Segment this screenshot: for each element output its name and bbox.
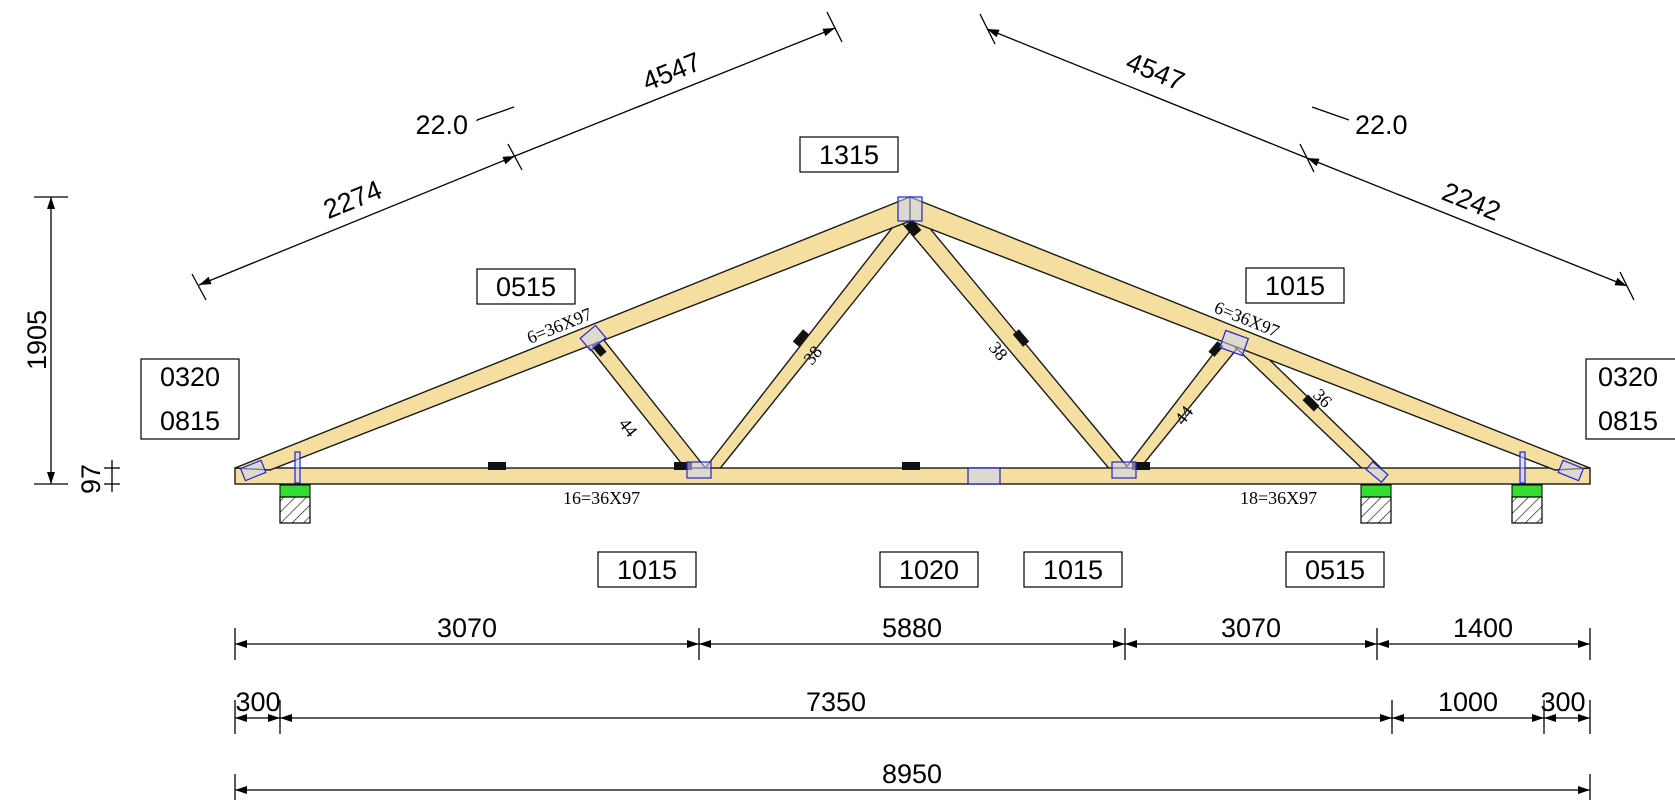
label-bottom-3: 1015 [1043,555,1103,585]
dim-height-total: 1905 [22,310,52,370]
timber-members [234,195,1591,485]
supports [279,484,1543,524]
dim-height-chord: 97 [76,464,106,494]
plate-support-right [1519,451,1526,484]
plate-bottom-3 [1111,461,1137,479]
splice-marks [488,219,1320,470]
label-bottom-1: 1015 [617,555,677,585]
dim-left-panel: 2274 [319,174,386,224]
top-chord-left [234,195,911,471]
dim-right-total: 4547 [1122,46,1189,96]
dim-row1-label-4: 1400 [1453,613,1513,643]
member-label-bottom-right: 18=36X97 [1240,488,1317,508]
splice-mark [792,329,810,347]
plate-bottom-2 [967,467,1001,485]
plate-heel-right [1557,459,1585,482]
dim-left-total-line [514,27,836,157]
dim-row2-label-3: 1000 [1438,687,1498,717]
label-apex: 1315 [819,140,879,170]
dim-left-panel-line [198,155,516,286]
dim-left-total: 4547 [638,46,705,96]
dim-row1-label-3: 3070 [1221,613,1281,643]
dim-right-total-line [986,28,1308,159]
splice-mark [1012,329,1030,347]
pitch-left: 22.0 [415,110,468,140]
dim-row1-label-1: 3070 [437,613,497,643]
plate-top-right [1218,329,1250,357]
label-heel-left-2: 0815 [160,406,220,436]
plate-top-left [579,324,607,352]
label-bottom-2: 1020 [899,555,959,585]
label-heel-right-2: 0815 [1598,406,1658,436]
web-label-a: 44 [615,414,642,440]
dim-row2-label-4: 300 [1540,687,1585,717]
nail-plates [239,196,1585,485]
dim-row3-label: 8950 [882,759,942,789]
splice-mark [674,462,692,470]
splice-mark [1302,394,1320,412]
dim-row2-label-1: 300 [235,687,280,717]
dim-row1-label-2: 5880 [882,613,942,643]
plate-apex [897,196,923,222]
label-top-right: 1015 [1265,271,1325,301]
splice-mark [1132,462,1150,470]
splice-mark [904,219,922,237]
plate-support-left [294,451,301,484]
label-top-left: 0515 [496,272,556,302]
dim-row2-label-2: 7350 [806,687,866,717]
support-left [279,484,311,524]
slope-dimensions: 2274 4547 4547 2242 [191,11,1635,301]
web-a [583,333,709,479]
pitch-right: 22.0 [1355,110,1408,140]
support-right [1511,484,1543,524]
plate-heel-left [239,459,267,482]
label-bottom-4: 0515 [1305,555,1365,585]
span-dimensions: 3070 5880 3070 1400 300 7350 1000 300 89… [234,613,1591,800]
dim-right-panel: 2242 [1438,176,1505,226]
splice-mark [902,462,920,470]
support-mid [1360,484,1392,524]
pitch-indicators: 22.0 22.0 [415,106,1408,140]
member-label-bottom-left: 16=36X97 [563,488,640,508]
label-heel-left-1: 0320 [160,362,220,392]
plate-bottom-4 [1365,460,1389,484]
splice-mark [488,462,506,470]
label-heel-right-1: 0320 [1598,362,1658,392]
plate-bottom-1 [686,461,712,479]
dim-right-panel-line [1306,157,1628,287]
height-dimensions: 1905 97 [22,196,120,494]
splice-mark [1208,341,1224,357]
